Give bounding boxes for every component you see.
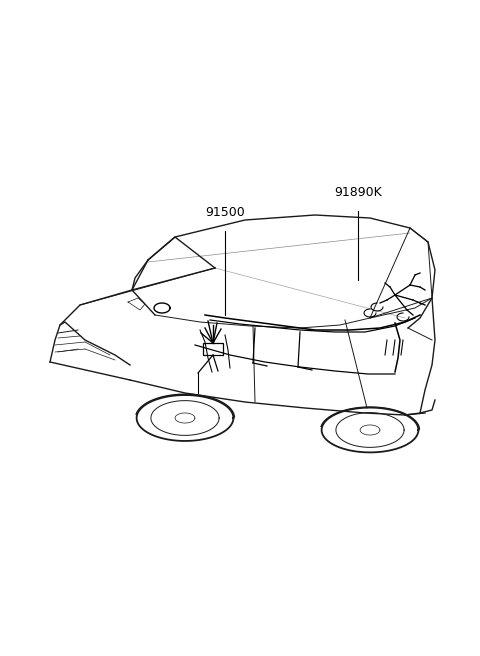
Text: 91890K: 91890K [334, 186, 382, 199]
Text: 91500: 91500 [205, 207, 245, 220]
Bar [203, 343, 223, 355]
